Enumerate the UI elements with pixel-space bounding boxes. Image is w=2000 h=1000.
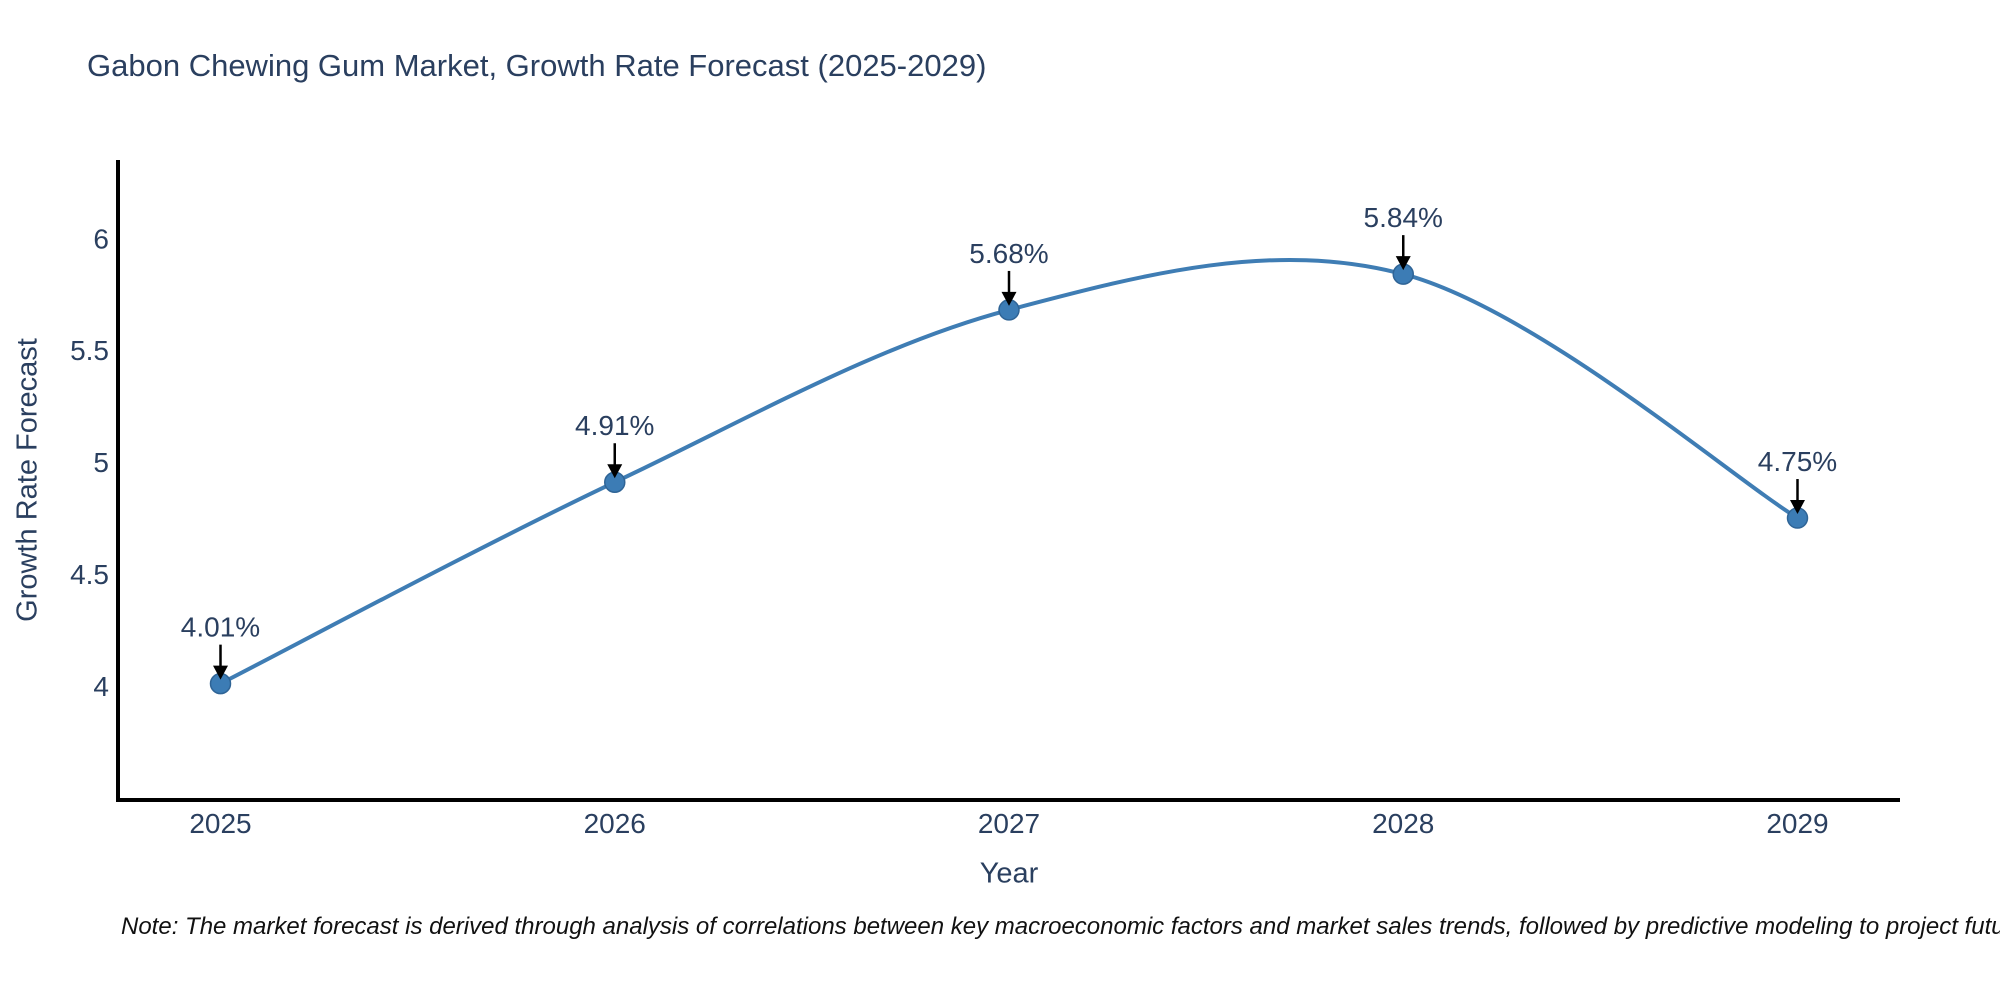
footnote: Note: The market forecast is derived thr… bbox=[121, 913, 2000, 940]
chart-title: Gabon Chewing Gum Market, Growth Rate Fo… bbox=[87, 48, 987, 83]
point-value-label: 4.75% bbox=[1758, 446, 1837, 477]
x-tick-label: 2027 bbox=[978, 808, 1040, 839]
point-value-label: 5.84% bbox=[1364, 202, 1443, 233]
x-tick-label: 2026 bbox=[584, 808, 646, 839]
point-value-label: 4.01% bbox=[181, 612, 260, 643]
annotation-arrow-head bbox=[1001, 291, 1017, 306]
annotation-arrow-head bbox=[1395, 256, 1411, 271]
y-tick-label: 5.5 bbox=[70, 335, 109, 366]
x-tick-label: 2028 bbox=[1372, 808, 1434, 839]
y-tick-label: 4.5 bbox=[70, 559, 109, 590]
y-tick-label: 4 bbox=[93, 671, 109, 702]
y-tick-label: 5 bbox=[93, 447, 109, 478]
trend-line bbox=[218, 257, 1800, 686]
x-tick-label: 2025 bbox=[189, 808, 251, 839]
annotation-arrow-head bbox=[213, 665, 229, 680]
point-value-label: 4.91% bbox=[575, 410, 654, 441]
annotation-arrow-head bbox=[1789, 500, 1805, 515]
y-tick-label: 6 bbox=[93, 223, 109, 254]
annotation-arrow-head bbox=[607, 464, 623, 479]
x-axis-title: Year bbox=[979, 857, 1039, 890]
x-tick-label: 2029 bbox=[1766, 808, 1828, 839]
point-value-label: 5.68% bbox=[969, 238, 1048, 269]
